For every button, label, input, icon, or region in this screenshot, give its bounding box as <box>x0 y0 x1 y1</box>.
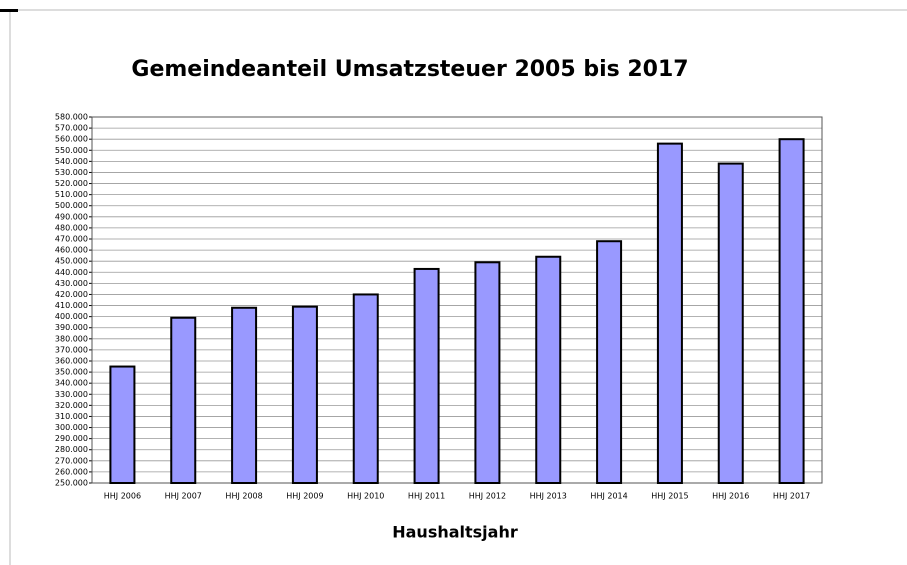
chart-title: Gemeindeanteil Umsatzsteuer 2005 bis 201… <box>131 57 688 82</box>
x-tick-label: HHJ 2011 <box>408 492 445 501</box>
x-tick-label: HHJ 2015 <box>651 492 688 501</box>
y-tick-label: 490.000 <box>55 212 88 221</box>
x-tick-label: HHJ 2009 <box>286 492 323 501</box>
y-tick-label: 540.000 <box>55 157 88 166</box>
bar <box>535 255 562 484</box>
x-tick-label: HHJ 2014 <box>590 492 627 501</box>
y-tick-label: 520.000 <box>55 179 88 188</box>
y-tick-label: 510.000 <box>55 190 88 199</box>
bar <box>231 306 258 484</box>
bar <box>291 305 318 484</box>
y-tick-label: 370.000 <box>55 345 88 354</box>
x-tick-label: HHJ 2007 <box>165 492 202 501</box>
bar <box>109 365 136 484</box>
y-tick-label: 560.000 <box>55 135 88 144</box>
bar <box>717 162 744 484</box>
corner-mark <box>0 9 18 12</box>
bar <box>778 138 805 484</box>
y-tick-label: 250.000 <box>55 479 88 488</box>
x-tick-label: HHJ 2017 <box>773 492 810 501</box>
bar <box>352 293 379 485</box>
y-tick-label: 300.000 <box>55 423 88 432</box>
y-tick-label: 360.000 <box>55 357 88 366</box>
plot-area <box>92 117 822 483</box>
y-tick-label: 400.000 <box>55 312 88 321</box>
y-tick-label: 550.000 <box>55 146 88 155</box>
x-tick-label: HHJ 2010 <box>347 492 384 501</box>
y-tick-label: 500.000 <box>55 201 88 210</box>
y-tick-label: 580.000 <box>55 113 88 122</box>
y-tick-label: 570.000 <box>55 124 88 133</box>
y-tick-label: 270.000 <box>55 456 88 465</box>
x-tick-label: HHJ 2006 <box>104 492 141 501</box>
y-tick-label: 390.000 <box>55 323 88 332</box>
y-tick-label: 380.000 <box>55 334 88 343</box>
y-tick-label: 290.000 <box>55 434 88 443</box>
x-tick-label: HHJ 2008 <box>225 492 262 501</box>
y-tick-label: 420.000 <box>55 290 88 299</box>
y-tick-label: 470.000 <box>55 235 88 244</box>
y-tick-label: 430.000 <box>55 279 88 288</box>
bar <box>656 142 683 484</box>
y-tick-label: 410.000 <box>55 301 88 310</box>
x-tick-label: HHJ 2012 <box>469 492 506 501</box>
x-tick-label: HHJ 2013 <box>530 492 567 501</box>
y-tick-label: 480.000 <box>55 223 88 232</box>
y-tick-label: 530.000 <box>55 168 88 177</box>
y-tick-label: 310.000 <box>55 412 88 421</box>
y-tick-label: 450.000 <box>55 257 88 266</box>
plot-border <box>91 116 823 484</box>
y-tick-label: 440.000 <box>55 268 88 277</box>
bar <box>596 240 623 484</box>
y-tick-label: 330.000 <box>55 390 88 399</box>
y-tick-label: 320.000 <box>55 401 88 410</box>
bar <box>413 267 440 485</box>
y-tick-label: 350.000 <box>55 368 88 377</box>
bar <box>474 261 501 485</box>
y-tick-label: 460.000 <box>55 246 88 255</box>
y-tick-label: 340.000 <box>55 379 88 388</box>
y-tick-label: 280.000 <box>55 445 88 454</box>
y-tick-label: 260.000 <box>55 467 88 476</box>
x-axis-label: Haushaltsjahr <box>392 523 518 542</box>
x-tick-label: HHJ 2016 <box>712 492 749 501</box>
bar <box>170 316 197 484</box>
